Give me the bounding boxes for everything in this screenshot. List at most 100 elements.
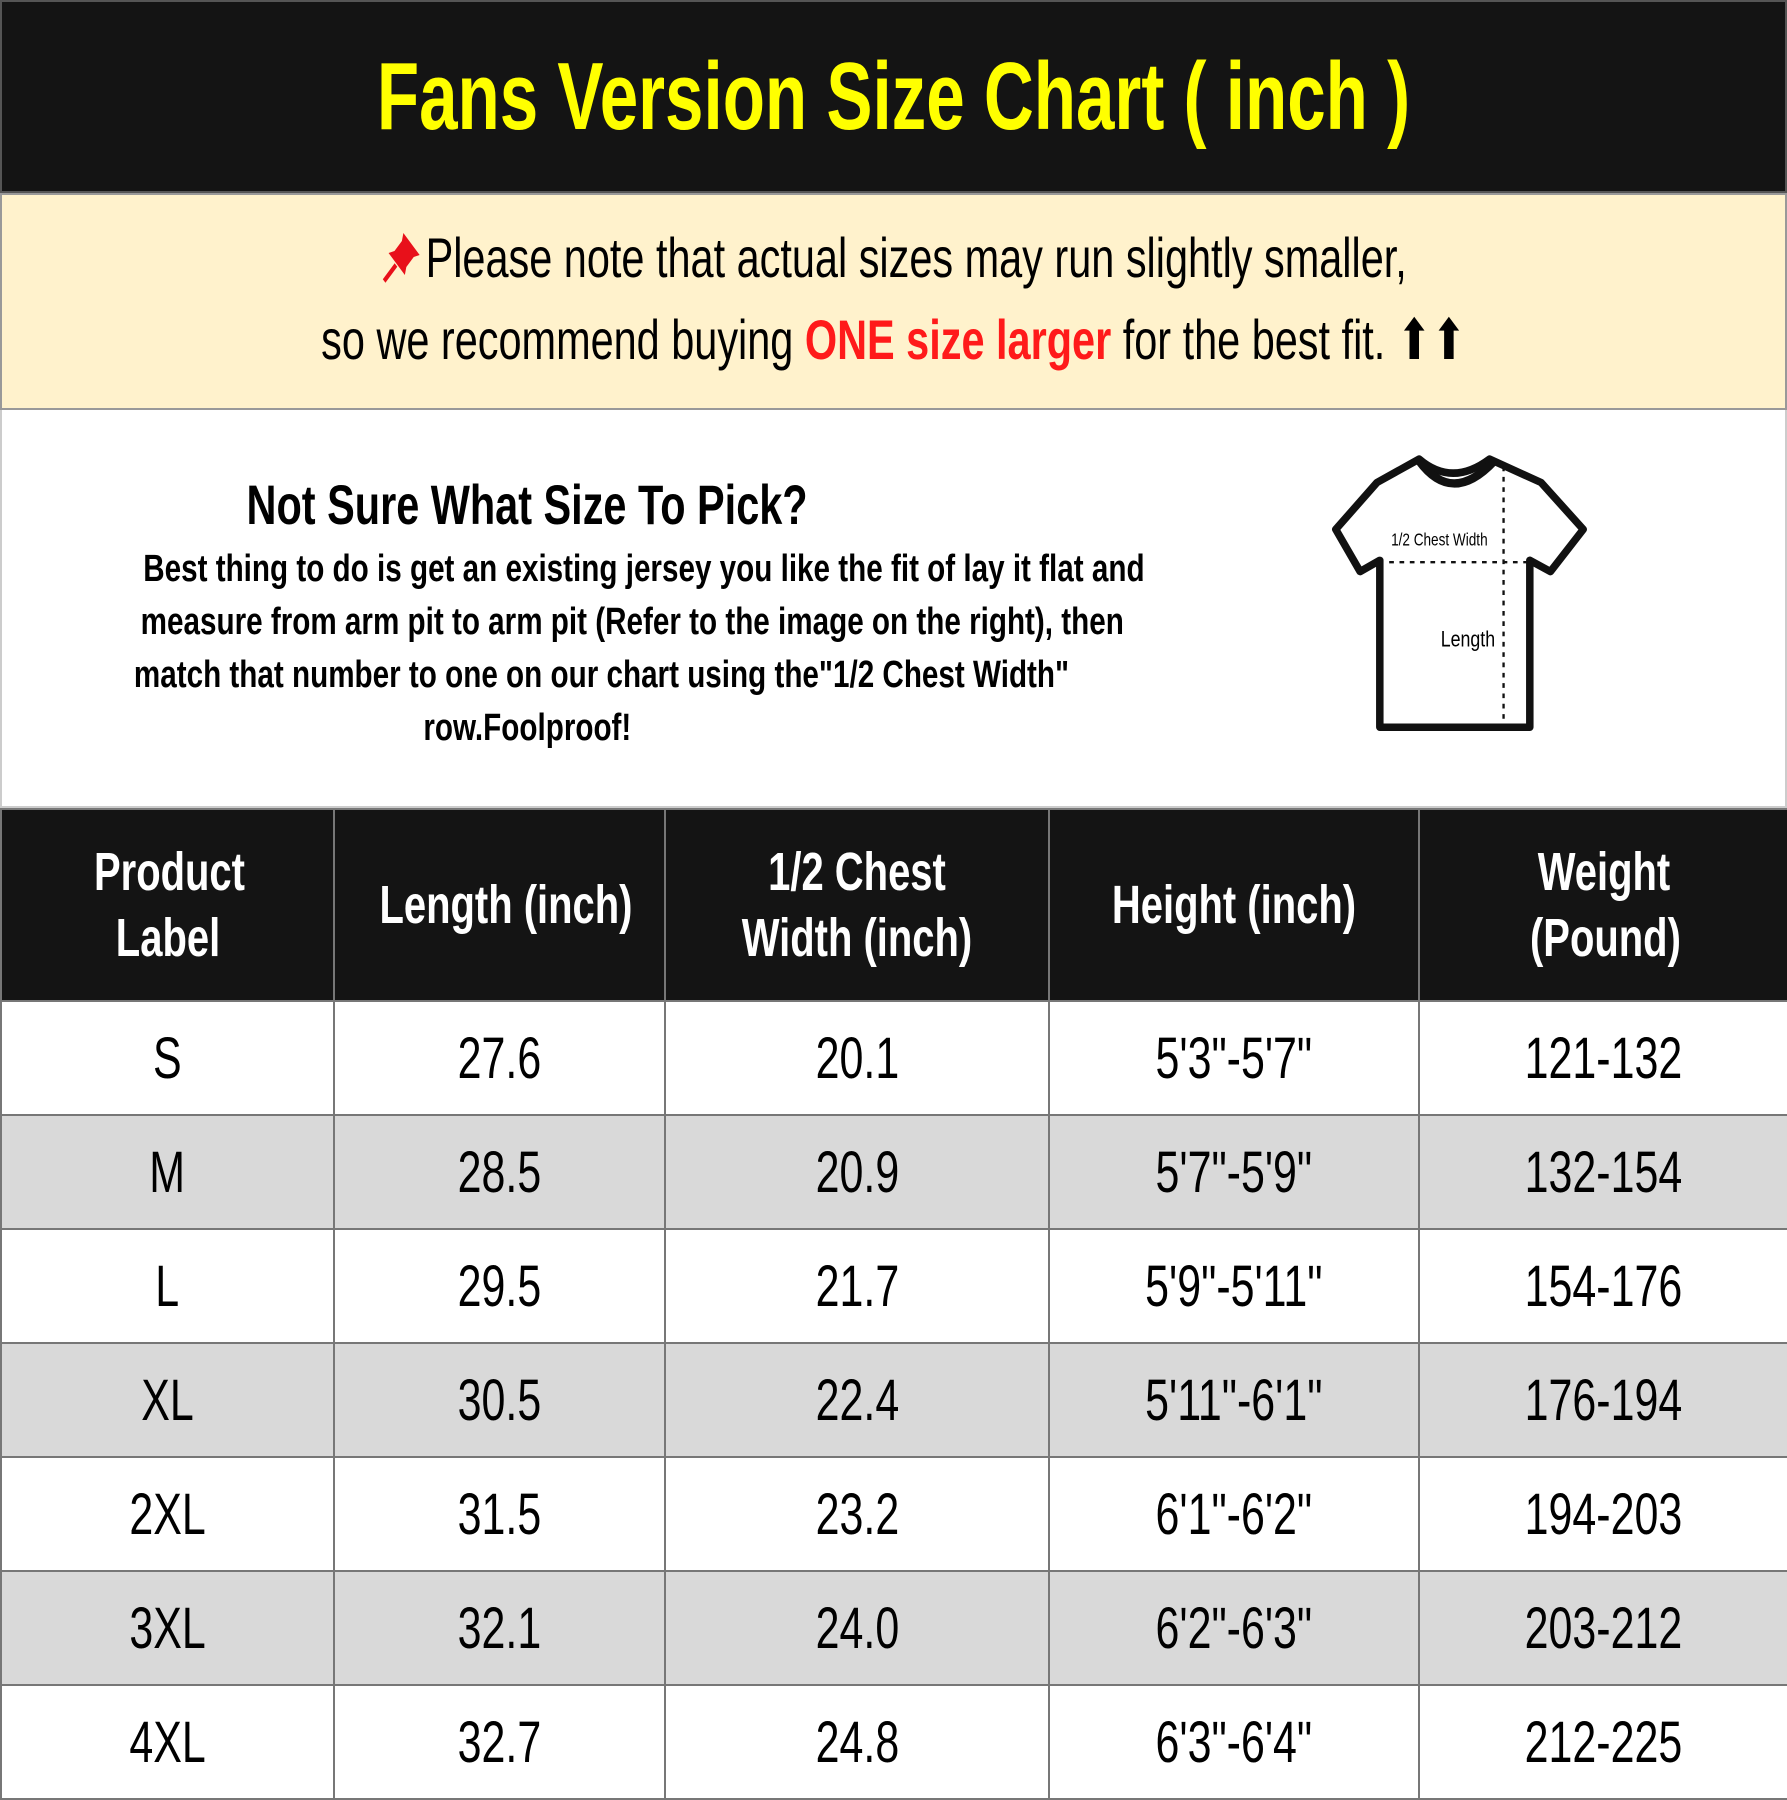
cell-value: 3XL xyxy=(129,1595,206,1661)
cell-value: S xyxy=(153,1025,182,1091)
table-cell: L xyxy=(0,1228,335,1344)
help-line: Best thing to do is get an existing jers… xyxy=(143,548,1145,590)
table-row: 3XL 32.1 24.0 6'2"-6'3" 203-212 xyxy=(0,1570,1787,1686)
cell-value: 132-154 xyxy=(1524,1139,1683,1205)
table-cell: 132-154 xyxy=(1418,1114,1787,1230)
table-cell: 20.9 xyxy=(664,1114,1050,1230)
table-cell: 29.5 xyxy=(333,1228,666,1344)
cell-value: 212-225 xyxy=(1524,1709,1683,1775)
table-cell: 5'9"-5'11" xyxy=(1048,1228,1420,1344)
cell-value: 121-132 xyxy=(1524,1025,1683,1091)
table-row: S 27.6 20.1 5'3"-5'7" 121-132 xyxy=(0,1000,1787,1116)
table-row: XL 30.5 22.4 5'11"-6'1" 176-194 xyxy=(0,1342,1787,1458)
cell-value: 154-176 xyxy=(1524,1253,1683,1319)
help-line: row.Foolproof! xyxy=(423,707,631,749)
sizing-help: Not Sure What Size To Pick? Best thing t… xyxy=(0,410,1787,808)
table-cell: 6'3"-6'4" xyxy=(1048,1684,1420,1800)
table-cell: 31.5 xyxy=(333,1456,666,1572)
cell-value: 5'7"-5'9" xyxy=(1155,1139,1313,1205)
pushpin-icon xyxy=(382,233,420,283)
cell-value: 20.1 xyxy=(815,1025,899,1091)
cell-value: 31.5 xyxy=(457,1481,542,1547)
help-heading: Not Sure What Size To Pick? xyxy=(246,473,808,536)
cell-value: 28.5 xyxy=(457,1139,542,1205)
table-cell: 27.6 xyxy=(333,1000,666,1116)
table-cell: S xyxy=(0,1000,335,1116)
cell-value: 6'1"-6'2" xyxy=(1155,1481,1313,1547)
cell-value: 24.8 xyxy=(815,1709,899,1775)
help-line: match that number to one on our chart us… xyxy=(133,654,1070,696)
table-cell: 24.0 xyxy=(664,1570,1050,1686)
table-cell: 154-176 xyxy=(1418,1228,1787,1344)
table-row: 4XL 32.7 24.8 6'3"-6'4" 212-225 xyxy=(0,1684,1787,1800)
note-highlight: ONE size larger xyxy=(804,308,1111,371)
table-cell: 121-132 xyxy=(1418,1000,1787,1116)
cell-value: 203-212 xyxy=(1524,1595,1683,1661)
table-cell: 203-212 xyxy=(1418,1570,1787,1686)
table-cell: 6'1"-6'2" xyxy=(1048,1456,1420,1572)
cell-value: 24.0 xyxy=(815,1595,899,1661)
table-cell: 23.2 xyxy=(664,1456,1050,1572)
column-header-label: Weight (Pound) xyxy=(1529,842,1681,968)
cell-value: 176-194 xyxy=(1524,1367,1683,1433)
note-line-1: Please note that actual sizes may run sl… xyxy=(425,226,1407,289)
table-cell: 3XL xyxy=(0,1570,335,1686)
column-header-label: Height (inch) xyxy=(1111,875,1357,935)
size-table: Product Label Length (inch) 1/2 Chest Widt… xyxy=(0,808,1787,1800)
column-header-label: 1/2 Chest Width (inch) xyxy=(741,842,973,968)
help-line: measure from arm pit to arm pit (Refer t… xyxy=(140,601,1124,643)
cell-value: L xyxy=(155,1253,180,1319)
column-header: Length (inch) xyxy=(333,808,666,1002)
cell-value: 5'3"-5'7" xyxy=(1155,1025,1313,1091)
cell-value: 4XL xyxy=(129,1709,206,1775)
table-cell: 32.1 xyxy=(333,1570,666,1686)
column-header: Product Label xyxy=(0,808,335,1002)
cell-value: 23.2 xyxy=(815,1481,899,1547)
table-row: 2XL 31.5 23.2 6'1"-6'2" 194-203 xyxy=(0,1456,1787,1572)
cell-value: 27.6 xyxy=(457,1025,542,1091)
table-cell: 24.8 xyxy=(664,1684,1050,1800)
cell-value: 22.4 xyxy=(815,1367,899,1433)
table-cell: M xyxy=(0,1114,335,1230)
cell-value: 5'9"-5'11" xyxy=(1145,1253,1323,1319)
column-header-label: Product Label xyxy=(93,842,245,968)
column-header: Height (inch) xyxy=(1048,808,1420,1002)
table-cell: 21.7 xyxy=(664,1228,1050,1344)
cell-value: 2XL xyxy=(129,1481,206,1547)
length-label: Length xyxy=(1441,627,1495,652)
table-cell: 212-225 xyxy=(1418,1684,1787,1800)
table-cell: 2XL xyxy=(0,1456,335,1572)
cell-value: 30.5 xyxy=(457,1367,542,1433)
table-cell: 5'7"-5'9" xyxy=(1048,1114,1420,1230)
cell-value: 20.9 xyxy=(815,1139,899,1205)
fit-note: Please note that actual sizes may run sl… xyxy=(0,193,1787,410)
note-line-2: so we recommend buying xyxy=(320,308,805,371)
column-header: Weight (Pound) xyxy=(1418,808,1787,1002)
note-line-2-end: for the best fit. xyxy=(1110,308,1397,371)
column-header-label: Length (inch) xyxy=(379,875,633,935)
up-arrows-icon: ⬆⬆ xyxy=(1396,308,1467,371)
page-title: Fans Version Size Chart ( inch ) xyxy=(376,42,1411,150)
table-cell: 194-203 xyxy=(1418,1456,1787,1572)
title-banner: Fans Version Size Chart ( inch ) xyxy=(0,0,1787,193)
cell-value: 6'3"-6'4" xyxy=(1155,1709,1313,1775)
cell-value: 29.5 xyxy=(457,1253,542,1319)
table-cell: 28.5 xyxy=(333,1114,666,1230)
column-header: 1/2 Chest Width (inch) xyxy=(664,808,1050,1002)
cell-value: 32.7 xyxy=(457,1709,542,1775)
cell-value: 5'11"-6'1" xyxy=(1145,1367,1323,1433)
table-cell: 32.7 xyxy=(333,1684,666,1800)
table-cell: 6'2"-6'3" xyxy=(1048,1570,1420,1686)
cell-value: M xyxy=(149,1139,186,1205)
table-row: M 28.5 20.9 5'7"-5'9" 132-154 xyxy=(0,1114,1787,1230)
table-cell: 22.4 xyxy=(664,1342,1050,1458)
cell-value: 194-203 xyxy=(1524,1481,1683,1547)
tshirt-diagram: 1/2 Chest Width Length xyxy=(1332,455,1587,731)
table-cell: 20.1 xyxy=(664,1000,1050,1116)
cell-value: 32.1 xyxy=(457,1595,542,1661)
table-cell: 4XL xyxy=(0,1684,335,1800)
chest-width-label: 1/2 Chest Width xyxy=(1391,529,1488,549)
table-cell: XL xyxy=(0,1342,335,1458)
table-cell: 176-194 xyxy=(1418,1342,1787,1458)
cell-value: 6'2"-6'3" xyxy=(1155,1595,1313,1661)
